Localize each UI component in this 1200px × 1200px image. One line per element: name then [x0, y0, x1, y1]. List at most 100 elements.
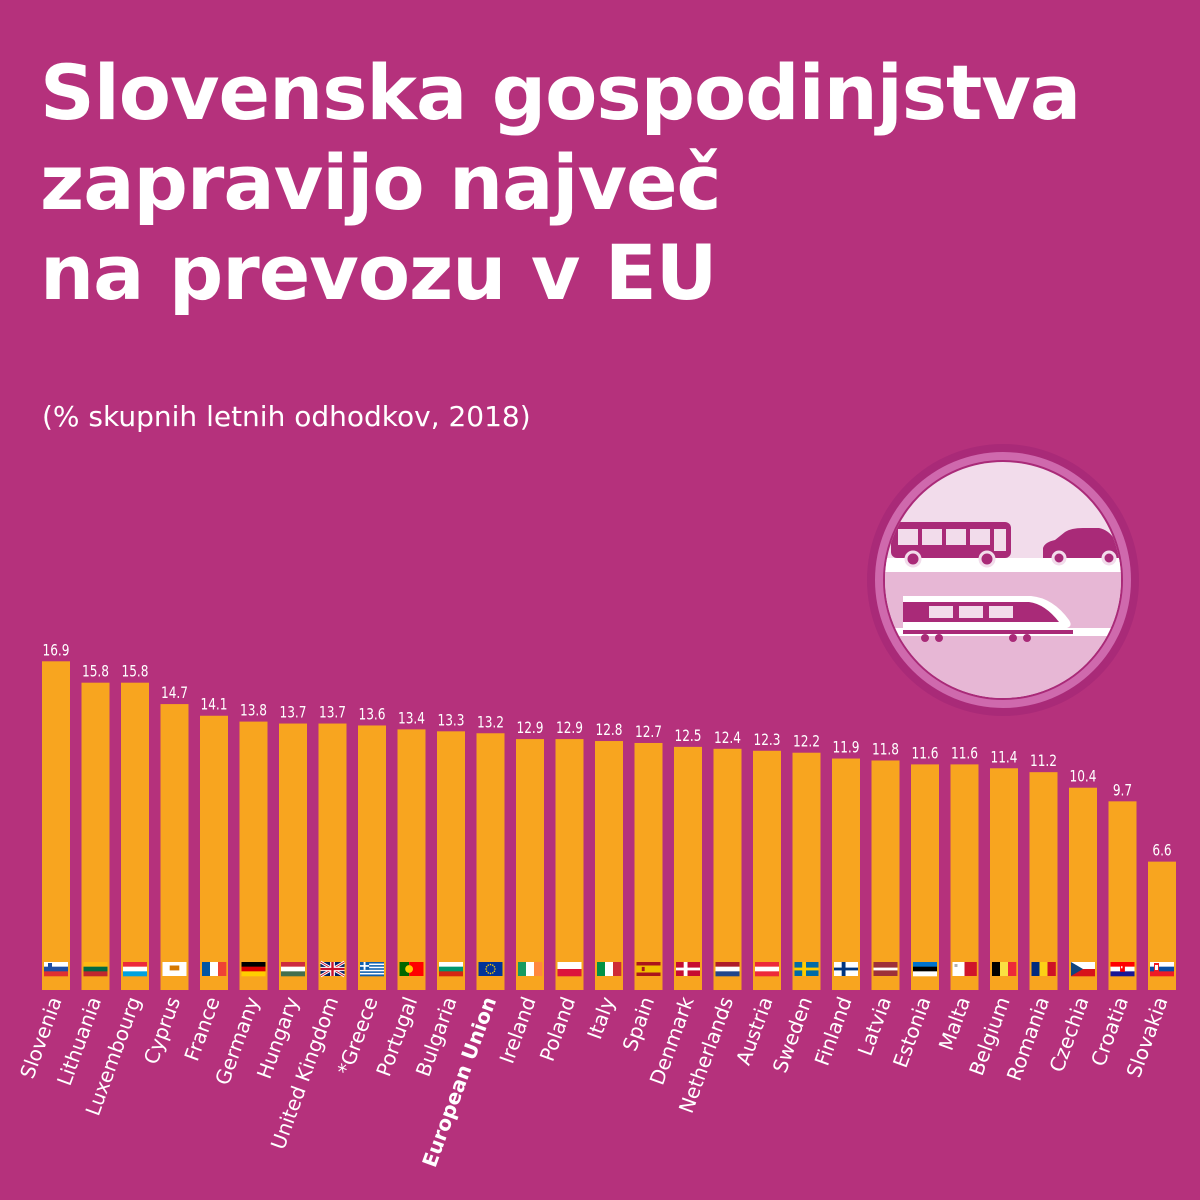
estonia-flag-icon: [913, 962, 937, 977]
bar-value-label: 9.7: [1113, 781, 1132, 799]
chart-title-line-1: Slovenska gospodinjstva: [40, 48, 1081, 137]
bar-value-label: 13.7: [279, 704, 306, 722]
category-label: Malta: [934, 994, 975, 1054]
croatia-flag-icon: [1110, 962, 1135, 977]
slovenia-flag-icon: [44, 962, 68, 977]
chart-title: Slovenska gospodinjstva zapravijo največ…: [40, 48, 1180, 318]
bar: [279, 723, 307, 990]
category-label: Latvia: [853, 994, 896, 1059]
austria-flag-icon: [755, 962, 779, 977]
bar-value-label: 12.4: [714, 729, 741, 747]
spain-flag-icon: [636, 962, 661, 976]
bar: [595, 741, 623, 990]
category-label: Italy: [582, 993, 619, 1042]
bar-value-label: 15.8: [121, 663, 148, 681]
cyprus-flag-icon: [162, 962, 187, 976]
romania-flag-icon: [1031, 962, 1056, 976]
bar-value-label: 12.2: [793, 733, 820, 751]
slovakia-flag-icon: [1150, 962, 1174, 977]
bus-car-train-icon: [867, 444, 1139, 716]
category-label: Finland: [810, 994, 857, 1069]
germany-flag-icon: [241, 962, 266, 977]
bar: [832, 758, 860, 990]
bar-value-label: 13.4: [398, 709, 425, 727]
united-kingdom-flag-icon: [319, 960, 346, 978]
bar-value-label: 13.6: [358, 706, 385, 724]
bar-value-label: 13.2: [477, 713, 504, 731]
bar-value-label: 12.5: [674, 727, 701, 745]
bar-value-label: 10.4: [1069, 768, 1096, 786]
category-label: Estonia: [888, 994, 936, 1071]
portugal-flag-icon: [399, 962, 424, 976]
lithuania-flag-icon: [83, 962, 108, 977]
greece-flag-icon: [360, 962, 384, 977]
bar: [437, 731, 465, 990]
bar: [950, 764, 979, 990]
bar-value-label: 13.7: [319, 704, 346, 722]
bar: [792, 752, 821, 990]
bar-value-label: 11.6: [911, 744, 938, 762]
bar-value-label: 13.8: [240, 702, 267, 720]
bar-value-label: 12.7: [635, 723, 662, 741]
denmark-flag-icon: [676, 962, 700, 976]
bar: [476, 733, 505, 990]
ireland-flag-icon: [518, 962, 543, 976]
bar-value-label: 11.8: [872, 741, 899, 759]
poland-flag-icon: [557, 962, 582, 977]
bar: [358, 725, 386, 990]
bar-value-label: 14.1: [200, 696, 227, 714]
bar: [1029, 772, 1058, 990]
bar-value-label: 12.3: [753, 731, 780, 749]
european-union-flag-icon: [478, 962, 503, 976]
bar-value-label: 12.9: [516, 719, 543, 737]
bar: [239, 721, 268, 990]
bar: [555, 739, 584, 990]
category-label: Ireland: [494, 994, 540, 1067]
chart-subtitle: (% skupnih letnih odhodkov, 2018): [42, 400, 531, 433]
bar: [713, 748, 742, 990]
bar: [1108, 801, 1137, 990]
bar-value-label: 11.2: [1030, 752, 1057, 770]
malta-flag-icon: [952, 962, 977, 976]
bar-value-label: 11.6: [951, 744, 978, 762]
bar-value-label: 6.6: [1152, 842, 1171, 860]
category-label: Cyprus: [139, 994, 185, 1068]
bar-value-label: 12.9: [556, 719, 583, 737]
bulgaria-flag-icon: [439, 962, 463, 977]
italy-flag-icon: [597, 962, 622, 976]
finland-flag-icon: [834, 962, 858, 976]
bar-value-label: 11.9: [832, 739, 859, 757]
bar-value-label: 15.8: [82, 663, 109, 681]
bar-value-label: 14.7: [161, 684, 188, 702]
bar: [81, 682, 110, 990]
latvia-flag-icon: [873, 962, 898, 976]
bar: [753, 750, 781, 990]
bar: [634, 742, 663, 990]
bar-value-label: 11.4: [990, 748, 1017, 766]
hungary-flag-icon: [281, 962, 305, 977]
category-label: Spain: [618, 994, 660, 1055]
category-label: France: [179, 994, 224, 1065]
bar-value-label: 13.3: [437, 711, 464, 729]
category-label: Poland: [535, 994, 580, 1065]
czechia-flag-icon: [1071, 962, 1095, 977]
bar: [871, 760, 900, 990]
bar: [1069, 787, 1097, 990]
bar: [911, 764, 939, 990]
bar: [674, 746, 702, 990]
bar: [160, 704, 189, 990]
bar-value-label: 12.8: [595, 721, 622, 739]
bar-value-label: 16.9: [42, 641, 69, 659]
bar: [200, 715, 228, 990]
bar: [121, 682, 149, 990]
chart-title-line-2: zapravijo največ: [40, 138, 722, 227]
bar: [516, 739, 544, 990]
belgium-flag-icon: [992, 962, 1017, 976]
france-flag-icon: [202, 962, 227, 976]
luxembourg-flag-icon: [123, 962, 147, 977]
sweden-flag-icon: [794, 962, 819, 976]
bar: [397, 729, 426, 990]
netherlands-flag-icon: [715, 962, 740, 977]
bar: [42, 661, 70, 990]
